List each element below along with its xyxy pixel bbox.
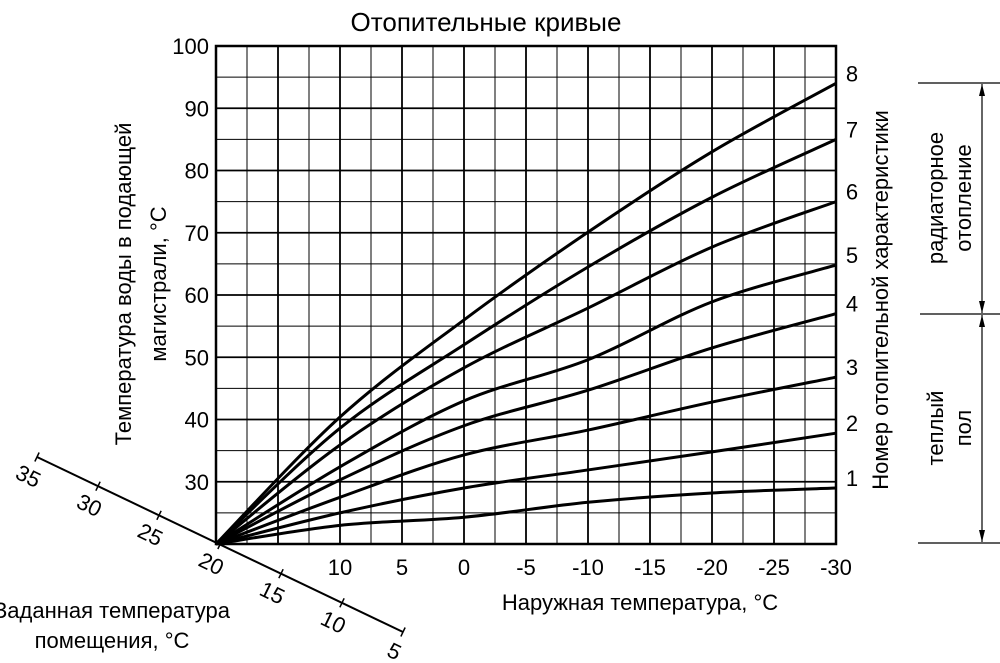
range-brackets <box>918 82 1000 544</box>
y-tick-label: 90 <box>185 96 209 121</box>
y-tick-labels: 30 40 50 60 70 80 90 100 <box>172 34 209 495</box>
room-axis-label: Заданная температура помещения, °C <box>0 598 231 653</box>
room-axis-tick <box>95 481 101 491</box>
room-axis-tick <box>278 568 284 579</box>
y-axis-label: Температура воды в подающей магистрали, … <box>111 123 171 446</box>
room-axis-tick-label: 30 <box>73 489 106 522</box>
plot-frame <box>214 44 838 546</box>
curve-1 <box>215 486 837 546</box>
y-axis-label-line-1: Температура воды в подающей <box>111 123 136 446</box>
arrowheads <box>979 84 985 542</box>
curve-7 <box>214 138 837 546</box>
y-tick-label: 30 <box>185 470 209 495</box>
room-axis-tick <box>34 452 40 462</box>
room-axis-tick-label: 15 <box>256 576 289 609</box>
curve-label-4: 4 <box>846 292 858 317</box>
x-tick-label: -10 <box>572 555 604 580</box>
curves <box>214 82 837 546</box>
room-axis-tick-label: 20 <box>195 547 228 580</box>
curve-label-8: 8 <box>846 61 858 86</box>
curve-label-6: 6 <box>846 180 858 205</box>
y-tick-label: 60 <box>185 283 209 308</box>
room-axis-label-line-1: Заданная температура <box>0 598 231 623</box>
y-tick-label: 50 <box>185 345 209 370</box>
room-axis-tick <box>156 510 162 521</box>
curve-label-5: 5 <box>846 243 858 268</box>
room-axis-tick-label: 25 <box>134 518 167 551</box>
room-axis-tick <box>339 598 345 608</box>
x-tick-label: -30 <box>820 555 852 580</box>
curve-number-labels: 1 2 3 4 5 6 7 8 <box>846 61 858 491</box>
x-tick-label: -5 <box>516 555 536 580</box>
room-axis-tick-label: 10 <box>317 605 350 638</box>
curve-5 <box>215 263 837 546</box>
right-axis-label: Номер отопительной характеристики <box>868 110 893 489</box>
room-axis-tick <box>400 627 406 637</box>
curve-4 <box>215 312 837 546</box>
y-tick-label: 100 <box>172 34 209 59</box>
y-tick-label: 40 <box>185 408 209 433</box>
chart-title: Отопительные кривые <box>351 7 622 37</box>
curve-label-1: 1 <box>846 466 858 491</box>
curve-label-2: 2 <box>846 411 858 436</box>
curve-6 <box>215 200 837 546</box>
range-radiator-label: радиаторное отопление <box>923 132 976 264</box>
y-tick-label: 80 <box>185 159 209 184</box>
x-tick-label: 10 <box>328 555 352 580</box>
radiator-label-line-1: радиаторное <box>923 132 948 264</box>
floor-label-line-2: пол <box>951 410 976 447</box>
radiator-label-line-2: отопление <box>951 144 976 251</box>
x-tick-label: -20 <box>696 555 728 580</box>
x-tick-label: 0 <box>458 555 470 580</box>
floor-label-line-1: теплый <box>923 391 948 466</box>
curve-8 <box>214 82 837 546</box>
x-tick-label: -15 <box>634 555 666 580</box>
room-axis-tick <box>217 539 223 550</box>
x-tick-label: -25 <box>758 555 790 580</box>
curve-label-7: 7 <box>846 117 858 142</box>
x-axis-label: Наружная температура, °C <box>502 590 778 615</box>
curve-3 <box>215 375 837 546</box>
x-tick-label: 5 <box>396 555 408 580</box>
range-floor-label: теплый пол <box>923 391 976 466</box>
room-axis-tick-label: 5 <box>383 637 405 663</box>
curve-label-3: 3 <box>846 355 858 380</box>
room-axis-label-line-2: помещения, °C <box>35 628 190 653</box>
y-axis-label-line-2: магистрали, °C <box>146 206 171 361</box>
y-tick-label: 70 <box>185 221 209 246</box>
room-axis-tick-label: 35 <box>12 460 45 493</box>
x-tick-labels: 10 5 0 -5 -10 -15 -20 -25 -30 <box>328 555 852 580</box>
curve-2 <box>215 431 837 546</box>
